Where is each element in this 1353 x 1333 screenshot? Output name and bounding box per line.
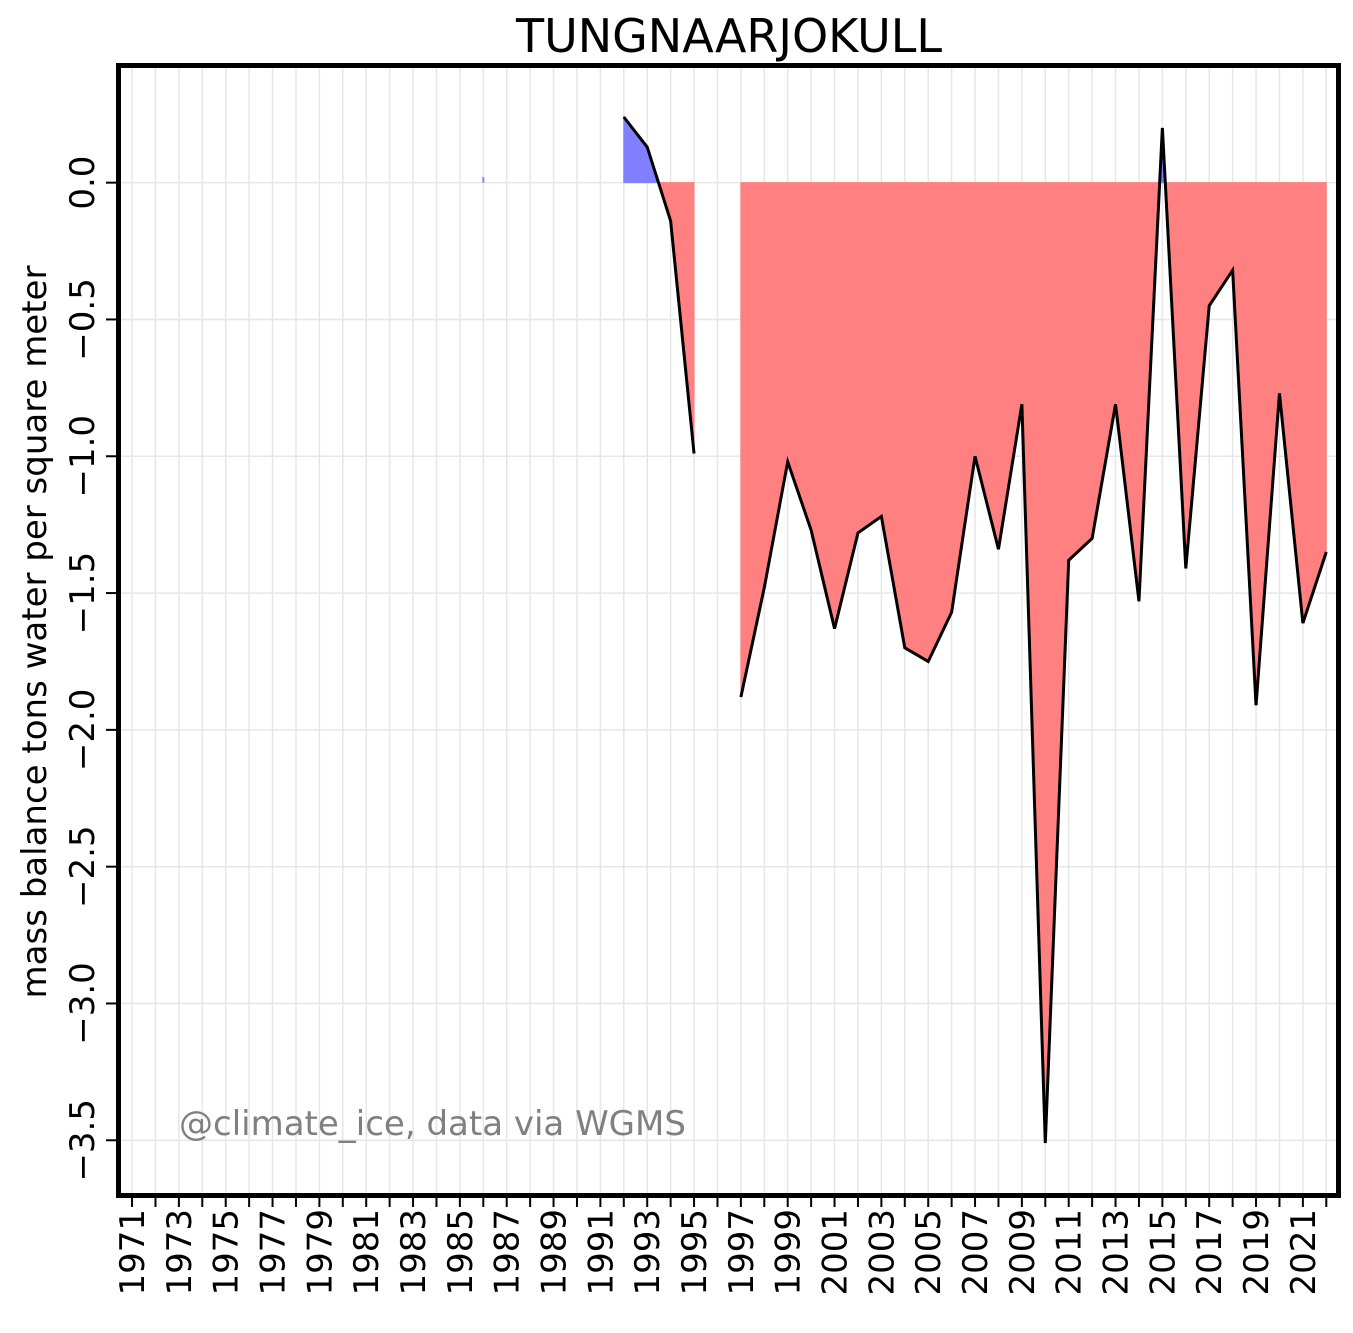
x-tick-label: 2001 <box>816 1209 856 1296</box>
x-tick-label: 1995 <box>675 1209 715 1296</box>
y-axis: 0.0 −0.5 −1.0 −1.5 −2.0 −2.5 −3.0 −3.5 <box>63 156 116 1182</box>
negative-area <box>951 182 976 613</box>
x-tick-label: 1981 <box>347 1209 387 1296</box>
series-line <box>622 116 696 454</box>
x-tick-label: 2015 <box>1143 1209 1183 1296</box>
chart-title: TUNGNAARJOKULL <box>515 9 942 63</box>
x-tick-label: 1989 <box>535 1209 575 1296</box>
y-tick-label: −1.5 <box>63 552 103 635</box>
x-tick-label: 1973 <box>160 1209 200 1296</box>
x-tick-label: 2021 <box>1284 1209 1324 1296</box>
y-tick-label: −2.5 <box>63 825 103 908</box>
negative-area <box>1115 182 1140 602</box>
x-tick-label: 2019 <box>1237 1209 1277 1296</box>
y-tick-label: −3.5 <box>63 1099 103 1182</box>
x-tick-label: 2005 <box>909 1209 949 1296</box>
negative-area <box>1185 182 1210 569</box>
series-lines <box>622 116 1328 1144</box>
y-tick-label: 0.0 <box>63 156 103 210</box>
negative-area <box>1302 182 1327 624</box>
negative-area <box>834 182 859 629</box>
x-tick-label: 1971 <box>113 1209 153 1296</box>
series-line <box>739 127 1328 1144</box>
negative-area <box>857 182 882 534</box>
x-tick-label: 1975 <box>207 1209 247 1296</box>
negative-area <box>904 182 929 663</box>
x-tick-label: 2007 <box>956 1209 996 1296</box>
x-tick-label: 1993 <box>628 1209 668 1296</box>
y-tick-label: −0.5 <box>63 278 103 361</box>
x-tick-label: 1991 <box>581 1209 621 1296</box>
x-tick-label: 1977 <box>254 1209 294 1296</box>
negative-area <box>997 182 1023 550</box>
positive-area <box>623 115 648 184</box>
x-tick-label: 1999 <box>769 1209 809 1296</box>
x-tick-label: 1979 <box>300 1209 340 1296</box>
y-tick-label: −3.0 <box>63 962 103 1045</box>
negative-area <box>810 182 836 629</box>
x-tick-label: 2003 <box>862 1209 902 1296</box>
negative-area <box>927 182 953 662</box>
credit-annotation: @climate_ice, data via WGMS <box>179 1104 686 1144</box>
y-tick-label: −1.0 <box>63 415 103 498</box>
area-fills <box>482 115 1327 1144</box>
negative-area <box>974 182 999 550</box>
x-tick-label: 2009 <box>1003 1209 1043 1296</box>
x-tick-label: 1985 <box>441 1209 481 1296</box>
negative-area <box>1091 182 1117 539</box>
negative-area <box>1068 182 1093 562</box>
x-tick-label: 2017 <box>1190 1209 1230 1296</box>
x-tick-label: 2011 <box>1050 1209 1090 1296</box>
negative-area <box>1278 182 1304 624</box>
negative-area <box>787 182 812 531</box>
y-axis-label: mass balance tons water per square meter <box>15 266 55 999</box>
negative-area <box>740 182 765 698</box>
plot-frame <box>116 63 1341 1198</box>
x-axis: 1971 1973 1975 1977 1979 1981 1983 1985 1987 1989… <box>113 1197 1328 1296</box>
x-tick-label: 1983 <box>394 1209 434 1296</box>
x-tick-label: 2013 <box>1097 1209 1137 1296</box>
grid-lines <box>118 65 1338 1195</box>
x-tick-label: 1987 <box>488 1209 528 1296</box>
y-tick-label: −2.0 <box>63 689 103 772</box>
x-tick-label: 1997 <box>722 1209 762 1296</box>
